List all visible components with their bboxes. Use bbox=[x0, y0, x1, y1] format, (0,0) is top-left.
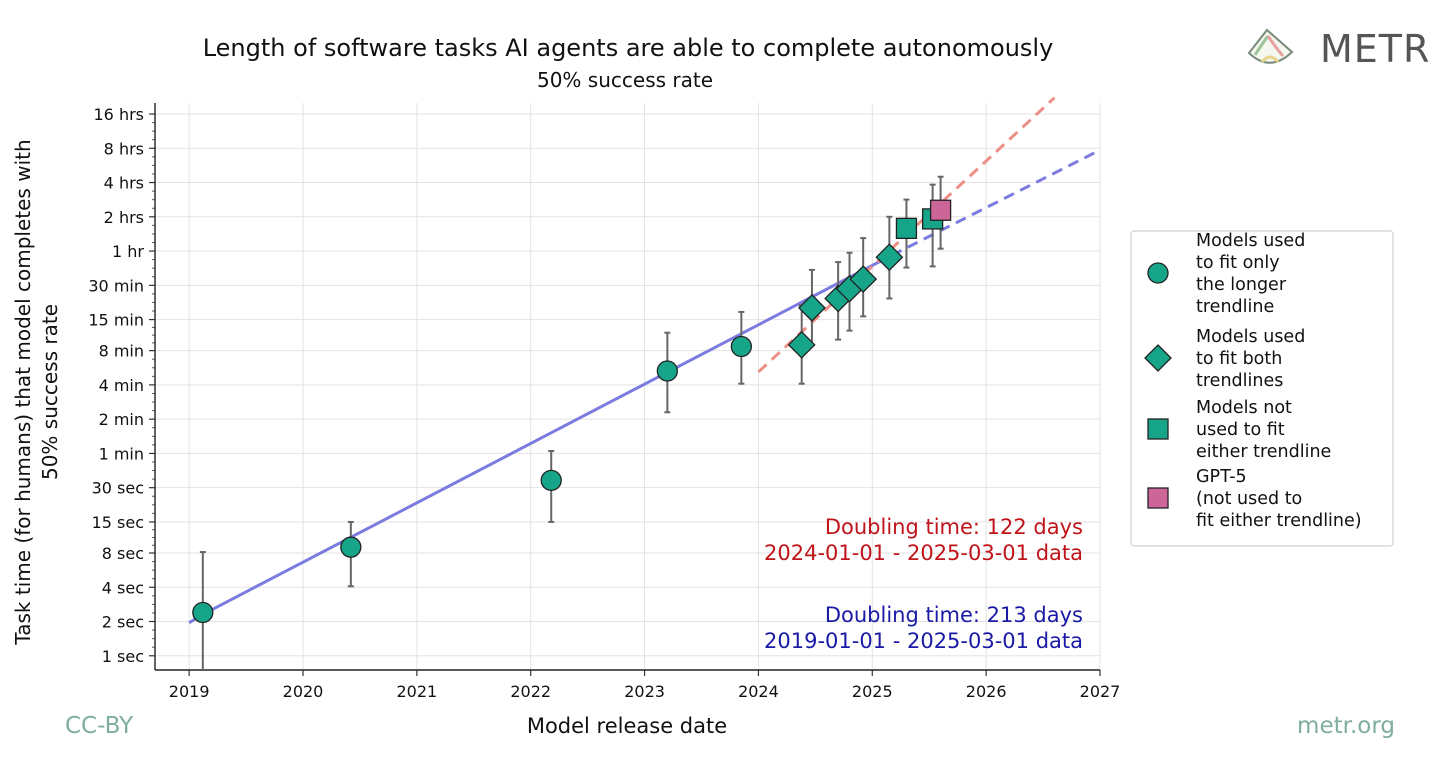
footer-site: metr.org bbox=[1297, 713, 1395, 739]
y-tick-label: 30 min bbox=[88, 276, 144, 295]
data-point-circle bbox=[340, 536, 362, 558]
legend-label: either trendline bbox=[1196, 442, 1331, 462]
data-point-diamond bbox=[798, 293, 826, 322]
y-tick-label: 8 hrs bbox=[104, 139, 144, 158]
footer-license: CC-BY bbox=[65, 713, 134, 739]
y-tick-label: 15 min bbox=[88, 311, 144, 330]
legend-label: trendline bbox=[1196, 297, 1274, 317]
y-tick-label: 15 sec bbox=[92, 513, 144, 532]
long-trendline-dashed bbox=[890, 148, 1101, 257]
y-tick-label: 2 min bbox=[99, 410, 144, 429]
y-tick-label: 8 min bbox=[99, 342, 144, 361]
legend-label: GPT-5 bbox=[1196, 467, 1247, 487]
x-tick-label: 2024 bbox=[738, 682, 779, 701]
x-tick-label: 2026 bbox=[966, 682, 1007, 701]
x-tick-label: 2022 bbox=[510, 682, 551, 701]
legend-marker-diamond bbox=[1144, 344, 1172, 372]
y-axis-label-line2: 50% success rate bbox=[38, 304, 62, 480]
x-tick-label: 2021 bbox=[397, 682, 438, 701]
y-tick-label: 4 sec bbox=[102, 578, 144, 597]
legend-label: Models not bbox=[1196, 398, 1292, 418]
data-point-diamond bbox=[787, 330, 816, 359]
x-tick-label: 2025 bbox=[852, 682, 893, 701]
y-tick-label: 1 min bbox=[99, 444, 144, 463]
chart-subtitle: 50% success rate bbox=[537, 68, 713, 92]
y-tick-label: 4 min bbox=[99, 376, 144, 395]
legend-label: to fit both bbox=[1196, 349, 1282, 369]
legend-marker-square bbox=[1147, 418, 1169, 440]
legend-marker-square_pink bbox=[1147, 487, 1169, 509]
x-axis-label: Model release date bbox=[527, 714, 727, 738]
data-point-diamond bbox=[849, 265, 878, 294]
y-tick-label: 16 hrs bbox=[94, 105, 145, 124]
legend-label: (not used to bbox=[1196, 489, 1302, 509]
x-tick-label: 2023 bbox=[624, 682, 665, 701]
data-point-circle bbox=[540, 469, 562, 491]
data-point-diamond bbox=[875, 243, 904, 272]
data-point-square bbox=[895, 217, 918, 239]
axes: 2019 2020 2021 2022 2023 2024 2025 2026 2027 1 se… bbox=[88, 103, 1120, 701]
red-doubling-time: Doubling time: 122 days bbox=[825, 515, 1083, 539]
legend-label: to fit only bbox=[1196, 253, 1280, 273]
data-point-circle bbox=[192, 601, 214, 624]
x-tick-label: 2020 bbox=[283, 682, 324, 701]
chart-title: Length of software tasks AI agents are a… bbox=[203, 34, 1054, 62]
data-point-square_pink bbox=[929, 199, 952, 221]
data-point-circle bbox=[656, 360, 678, 382]
blue-data-range: 2019-01-01 - 2025-03-01 data bbox=[764, 629, 1083, 653]
long-trendline-solid bbox=[202, 254, 893, 616]
y-tick-label: 4 hrs bbox=[104, 174, 144, 193]
y-axis-label-line1: Task time (for humans) that model comple… bbox=[11, 139, 35, 645]
data-point-circle bbox=[730, 335, 753, 358]
metr-logo-icon bbox=[1247, 28, 1294, 64]
legend-label: Models used bbox=[1196, 327, 1305, 347]
x-tick-label: 2019 bbox=[169, 682, 210, 701]
legend-label: the longer bbox=[1196, 275, 1287, 295]
x-tick-label: 2027 bbox=[1080, 682, 1121, 701]
y-tick-label: 1 hr bbox=[112, 242, 144, 261]
y-tick-label: 2 sec bbox=[102, 613, 144, 632]
y-tick-label: 8 sec bbox=[102, 544, 144, 563]
legend-frame bbox=[1130, 230, 1394, 547]
y-tick-label: 2 hrs bbox=[104, 208, 144, 227]
legend-label: trendlines bbox=[1196, 371, 1283, 391]
y-tick-label: 30 sec bbox=[92, 479, 144, 498]
brand-name: METR bbox=[1320, 27, 1430, 71]
legend-label: used to fit bbox=[1196, 420, 1285, 440]
legend-label: fit either trendline) bbox=[1196, 511, 1362, 531]
blue-doubling-time: Doubling time: 213 days bbox=[825, 603, 1083, 627]
legend-label: Models used bbox=[1196, 231, 1305, 251]
data-points bbox=[192, 175, 952, 670]
y-tick-label: 1 sec bbox=[102, 647, 144, 666]
legend-marker-circle bbox=[1147, 262, 1169, 284]
red-data-range: 2024-01-01 - 2025-03-01 data bbox=[764, 541, 1083, 565]
